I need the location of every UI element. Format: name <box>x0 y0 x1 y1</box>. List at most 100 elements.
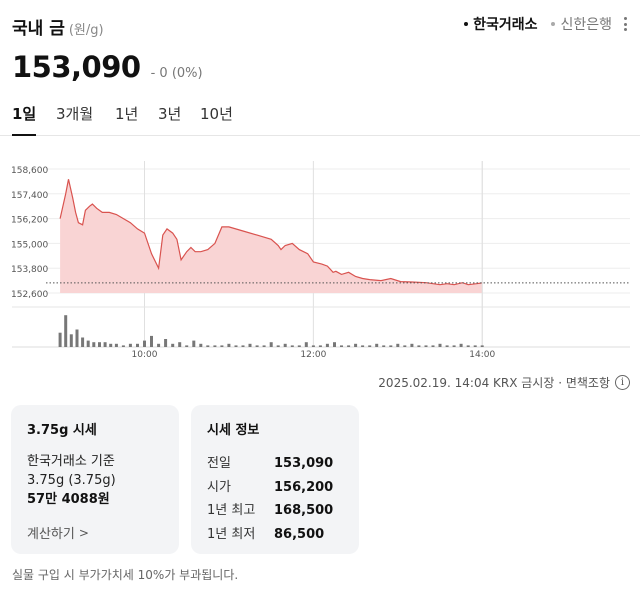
bullet-icon <box>551 22 556 26</box>
volume-bar <box>157 343 161 347</box>
price-chart[interactable]: 158,600 157,400 156,200 155,000 153,800 152,6… <box>0 150 640 362</box>
source-krx[interactable]: 한국거래소 <box>464 14 537 34</box>
volume-bar <box>269 342 273 347</box>
volume-bar <box>86 340 90 347</box>
info-value: 156,200 <box>274 479 334 495</box>
volume-bar <box>64 315 68 347</box>
bullet-icon <box>464 22 469 26</box>
volume-bar <box>178 342 182 347</box>
y-tick-label: 155,000 <box>11 240 48 250</box>
volume-bar <box>241 345 245 347</box>
volume-bar <box>325 343 329 347</box>
volume-bar <box>171 343 175 347</box>
weight-label: 3.75g (3.75g) <box>27 473 116 488</box>
more-vertical-icon[interactable] <box>624 17 628 31</box>
price-row: 153,090 - 0 (0%) <box>12 50 203 84</box>
volume-bar <box>98 342 101 347</box>
volume-bar <box>128 343 132 347</box>
page-title: 국내 금 (원/g) <box>12 14 104 39</box>
volume-bar <box>452 345 456 347</box>
card-title: 3.75g 시세 <box>27 423 97 438</box>
tab-1y[interactable]: 1년 <box>115 105 139 123</box>
volume-bar <box>459 343 463 347</box>
x-tick-label: 10:00 <box>132 350 158 360</box>
volume-bar <box>75 329 79 347</box>
info-icon[interactable]: i <box>615 375 630 390</box>
volume-bar <box>220 345 224 347</box>
source-shinhan[interactable]: 신한은행 <box>551 14 612 34</box>
volume-bar <box>368 345 372 347</box>
info-label: 시가 <box>207 479 231 495</box>
info-label: 전일 <box>207 456 231 471</box>
source-selector: 한국거래소 신한은행 <box>450 14 628 34</box>
current-price: 153,090 <box>12 50 141 84</box>
volume-bar <box>431 345 435 347</box>
volume-bar <box>206 345 210 347</box>
volume-bar <box>255 345 259 347</box>
card-weight-price: 3.75g 시세 한국거래소 기준 3.75g (3.75g) 57만 4088… <box>11 405 179 554</box>
volume-bar <box>103 342 107 347</box>
volume-bar <box>361 345 365 347</box>
volume-bar <box>69 334 73 347</box>
volume-bar <box>192 340 196 347</box>
vat-notice: 실물 구입 시 부가가치세 10%가 부과됩니다. <box>12 568 239 582</box>
info-row-open: 시가 156,200 <box>207 476 343 500</box>
volume-bar <box>403 345 407 347</box>
volume-bar <box>121 345 125 347</box>
volume-bar <box>354 343 358 347</box>
calculate-link[interactable]: 계산하기 > <box>27 523 89 543</box>
tab-3m[interactable]: 3개월 <box>56 105 94 123</box>
volume-bar <box>311 345 315 347</box>
volume-bar <box>297 345 301 347</box>
volume-bar <box>304 342 308 347</box>
volume-bar <box>92 342 96 347</box>
volume-bar <box>410 343 414 347</box>
volume-bar <box>417 345 421 347</box>
volume-bar <box>276 345 280 347</box>
price-line <box>59 179 483 286</box>
volume-bar <box>347 345 351 347</box>
tab-10y[interactable]: 10년 <box>200 105 233 123</box>
period-tabs: 1일 3개월 1년 3년 10년 <box>0 98 640 136</box>
volume-bar <box>445 345 449 347</box>
volume-bar <box>466 345 470 347</box>
tab-3y[interactable]: 3년 <box>158 105 182 123</box>
price-change: - 0 (0%) <box>150 66 203 81</box>
volume-bar <box>438 343 442 347</box>
volume-bar <box>227 343 231 347</box>
volume-bar <box>473 345 477 347</box>
volume-bar <box>143 340 146 347</box>
tab-1d[interactable]: 1일 <box>12 103 37 136</box>
volume-bar <box>262 345 266 347</box>
volume-bar <box>136 343 139 347</box>
card-title: 시세 정보 <box>207 423 260 438</box>
title-text: 국내 금 <box>12 19 65 39</box>
weight-price: 57만 4088원 <box>27 492 110 507</box>
volume-bar <box>248 343 252 347</box>
chevron-right-icon: > <box>78 525 89 540</box>
volume-bar <box>213 345 217 347</box>
y-tick-label: 152,600 <box>11 290 48 300</box>
volume-bar <box>199 343 203 347</box>
volume-bar <box>150 335 153 347</box>
info-row-prev: 전일 153,090 <box>207 452 343 476</box>
volume-bar <box>114 343 118 347</box>
volume-bar <box>382 345 386 347</box>
source-label: 신한은행 <box>560 17 612 33</box>
info-value: 153,090 <box>274 456 334 471</box>
volume-bar <box>333 342 336 347</box>
volume-bar <box>185 345 189 347</box>
volume-bar <box>109 343 113 347</box>
timestamp-row: 2025.02.19. 14:04 KRX 금시장 · 면책조항 i <box>378 374 630 391</box>
y-tick-label: 153,800 <box>11 265 48 275</box>
volume-bar <box>389 345 393 347</box>
info-value: 86,500 <box>274 526 325 542</box>
volume-bar <box>340 345 343 347</box>
info-row-high: 1년 최고 168,500 <box>207 499 343 523</box>
info-label: 1년 최고 <box>207 503 256 518</box>
volume-bar <box>58 332 62 347</box>
x-tick-label: 14:00 <box>469 350 495 360</box>
price-area <box>60 179 483 293</box>
y-tick-label: 157,400 <box>11 191 48 201</box>
volume-bar <box>480 345 484 347</box>
